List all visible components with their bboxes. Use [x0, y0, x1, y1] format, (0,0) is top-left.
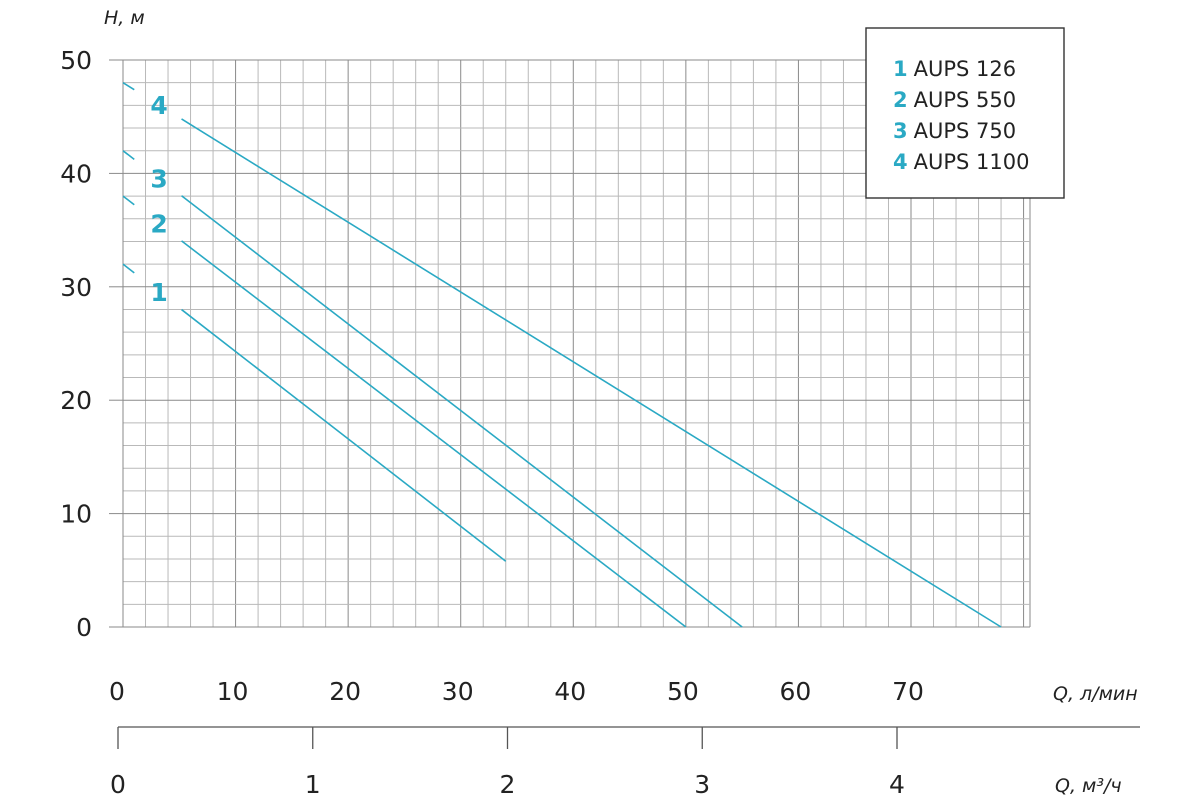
curve-number-2: 2 [150, 210, 167, 239]
legend-entry-number: 2 [893, 88, 908, 112]
legend-entry-name: AUPS 750 [914, 119, 1017, 143]
x-tick-label: 60 [780, 677, 812, 706]
legend-entry: 2 AUPS 550 [893, 88, 1016, 112]
curve-line-2 [181, 240, 687, 628]
x-tick-label: 40 [554, 677, 586, 706]
curves: 1 2 3 4 [122, 82, 1002, 628]
x-tick-label: 20 [329, 677, 361, 706]
curve-number-4: 4 [150, 91, 167, 120]
secondary-x-tick-label: 1 [305, 770, 321, 799]
legend-entry-number: 4 [893, 150, 908, 174]
x-tick-label: 50 [667, 677, 699, 706]
legend-entry-number: 1 [893, 57, 908, 81]
legend-entry: 3 AUPS 750 [893, 119, 1016, 143]
y-axis-title: H, м [104, 7, 145, 29]
curve-line-1 [181, 308, 507, 562]
secondary-x-axis-title: Q, м³/ч [1055, 775, 1122, 797]
x-tick-label: 70 [892, 677, 924, 706]
curve-number-1: 1 [150, 278, 167, 307]
y-tick-label: 40 [60, 159, 92, 188]
curve-line-3 [181, 195, 743, 628]
x-tick-label: 0 [109, 677, 125, 706]
legend-entry: 4 AUPS 1100 [893, 150, 1029, 174]
y-tick-label: 0 [76, 613, 92, 642]
secondary-x-tick-label: 2 [500, 770, 516, 799]
legend-entry-name: AUPS 550 [914, 88, 1017, 112]
x-tick-label: 10 [217, 677, 249, 706]
curve-line-1-start [122, 263, 135, 274]
secondary-x-tick-label: 3 [694, 770, 710, 799]
axes: 0 10 20 30 40 50 H, м 0 10 20 30 40 50 60 70 Q, л/мин 0 1… [60, 7, 1140, 799]
y-tick-label: 30 [60, 273, 92, 302]
curve-line-2-start [122, 195, 135, 206]
legend-entry-number: 3 [893, 119, 908, 143]
y-tick-label: 20 [60, 386, 92, 415]
x-tick-label: 30 [442, 677, 474, 706]
curve-line-4 [181, 118, 1002, 628]
curve-line-4-start [122, 82, 135, 91]
secondary-x-tick-label: 0 [110, 770, 126, 799]
legend-box [865, 27, 1065, 199]
legend-entry: 1 AUPS 126 [893, 57, 1016, 81]
secondary-x-tick-label: 4 [889, 770, 905, 799]
y-tick-label: 10 [60, 500, 92, 529]
x-axis-title: Q, л/мин [1053, 683, 1138, 705]
legend-entry-name: AUPS 1100 [914, 150, 1030, 174]
legend-entry-name: AUPS 126 [914, 57, 1017, 81]
curve-line-3-start [122, 150, 135, 161]
y-tick-label: 50 [60, 46, 92, 75]
curve-number-3: 3 [150, 164, 167, 193]
